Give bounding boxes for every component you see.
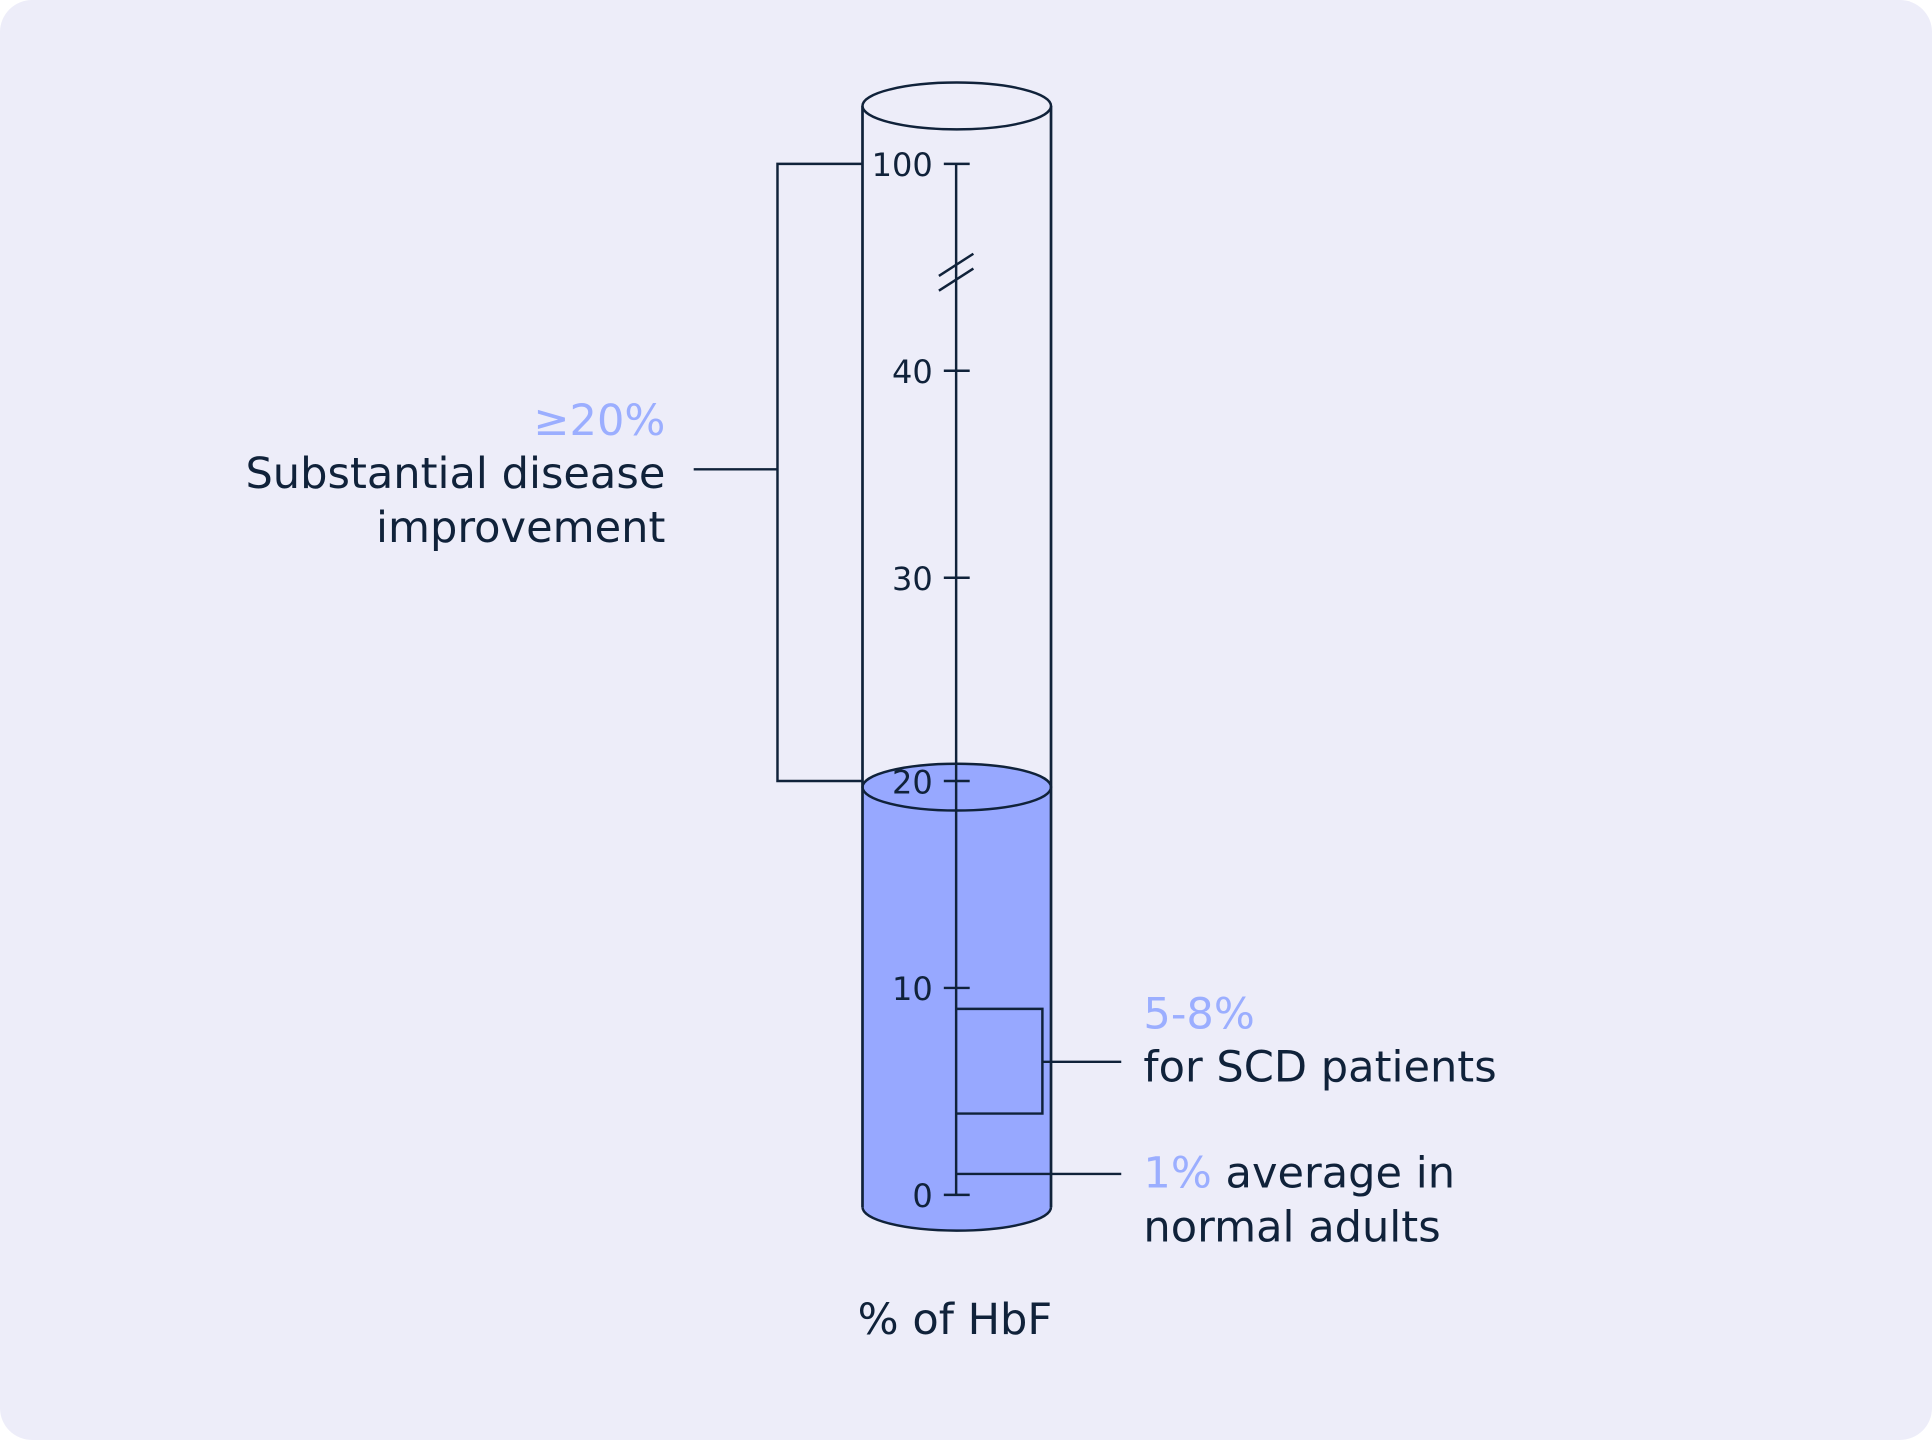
substantial-value: ≥20% [533, 396, 665, 446]
scd-text: for SCD patients [1143, 1043, 1496, 1093]
substantial-bracket [776, 162, 863, 783]
axis-break-icon [938, 252, 975, 292]
axis-title: % of HbF [858, 1295, 1053, 1345]
tick-label-40: 40 [892, 353, 933, 391]
tick-label-30: 30 [892, 560, 933, 598]
normal-line1: 1% average in [1143, 1148, 1455, 1198]
substantial-line2: improvement [376, 503, 665, 553]
tube-bottom [861, 1207, 1053, 1232]
tick-label-10: 10 [892, 970, 933, 1008]
tube-top-rim [861, 81, 1053, 131]
tick-label-100: 100 [872, 146, 933, 184]
tick-label-20: 20 [892, 763, 933, 801]
scd-value: 5-8% [1143, 990, 1254, 1040]
tick-label-0: 0 [912, 1177, 932, 1215]
normal-value: 1% [1143, 1148, 1211, 1198]
substantial-line1: Substantial disease [245, 449, 665, 499]
normal-line2: normal adults [1143, 1203, 1440, 1253]
